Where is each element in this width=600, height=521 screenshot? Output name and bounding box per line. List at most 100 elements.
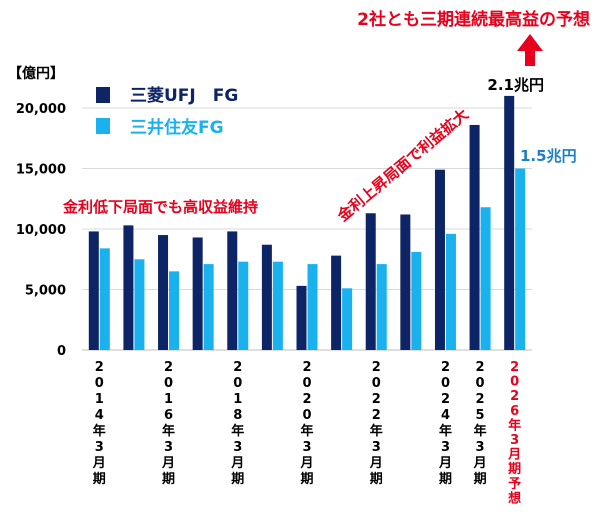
x-tick-label: 4 bbox=[441, 408, 450, 423]
x-tick-label: 0 bbox=[302, 376, 311, 391]
x-tick-label: 4 bbox=[95, 408, 104, 423]
y-tick-label: 5,000 bbox=[25, 284, 66, 299]
bar-smfg bbox=[134, 259, 145, 350]
x-tick-label: 期 bbox=[439, 472, 452, 487]
x-tick-label: 月 bbox=[230, 456, 244, 471]
smfg-value-label: 1.5兆円 bbox=[520, 147, 577, 165]
x-tick-label: 期 bbox=[93, 472, 106, 487]
bar-mufg bbox=[365, 213, 376, 350]
x-tick-label: 2 bbox=[476, 360, 485, 375]
bar-smfg bbox=[307, 264, 318, 350]
x-tick-label: 月 bbox=[507, 448, 521, 463]
bar-mufg bbox=[331, 255, 342, 350]
bar-mufg bbox=[400, 214, 411, 350]
x-tick-label: 2 bbox=[476, 392, 485, 407]
x-tick-label: 期 bbox=[508, 462, 521, 477]
y-axis-ticks: 0 5,000 10,000 15,000 20,000 bbox=[16, 102, 66, 359]
x-tick-label: 0 bbox=[302, 408, 311, 423]
x-tick-label: 年 bbox=[439, 423, 452, 439]
bar-mufg bbox=[227, 231, 238, 350]
x-tick-label: 年 bbox=[93, 423, 106, 439]
bar-mufg bbox=[469, 124, 480, 350]
x-tick-label: 0 bbox=[164, 376, 173, 391]
x-tick-label: 3 bbox=[95, 440, 104, 455]
bar-smfg bbox=[445, 233, 456, 350]
bar-mufg bbox=[192, 237, 203, 350]
y-tick-label: 10,000 bbox=[16, 223, 66, 238]
x-tick-label: 年 bbox=[474, 423, 487, 439]
x-tick-label: 期 bbox=[300, 472, 313, 487]
legend-label-mufg: 三菱UFJ FG bbox=[130, 86, 238, 106]
x-tick-label: 3 bbox=[372, 440, 381, 455]
bar-mufg bbox=[296, 285, 307, 350]
x-tick-label: 月 bbox=[92, 456, 106, 471]
up-arrow-icon bbox=[517, 34, 543, 66]
x-tick-label: 1 bbox=[233, 392, 242, 407]
bar-mufg bbox=[434, 169, 445, 350]
x-tick-label: 1 bbox=[95, 392, 104, 407]
bar-smfg bbox=[376, 264, 387, 350]
left-note: 金利低下局面でも高収益維持 bbox=[62, 198, 258, 216]
legend-swatch-mufg bbox=[96, 87, 110, 103]
bar-smfg bbox=[342, 288, 353, 350]
x-tick-label: 期 bbox=[370, 472, 383, 487]
x-tick-label: 3 bbox=[510, 433, 519, 448]
x-tick-label: 2 bbox=[233, 360, 242, 375]
x-tick-label: 0 bbox=[510, 375, 519, 390]
x-tick-label: 2 bbox=[372, 408, 381, 423]
bar-smfg bbox=[272, 261, 283, 350]
bar-smfg bbox=[99, 248, 110, 350]
x-tick-label: 0 bbox=[95, 376, 104, 391]
x-tick-label: 年 bbox=[162, 423, 175, 439]
right-note: 金利上昇局面で利益拡大 bbox=[333, 105, 472, 226]
bar-mufg bbox=[504, 95, 515, 351]
y-tick-label: 0 bbox=[57, 344, 66, 359]
x-tick-label: 6 bbox=[510, 404, 519, 419]
x-tick-label: 0 bbox=[372, 376, 381, 391]
x-tick-label: 3 bbox=[302, 440, 311, 455]
x-tick-label: 2 bbox=[95, 360, 104, 375]
x-tick-label: 6 bbox=[164, 408, 173, 423]
y-tick-label: 15,000 bbox=[16, 163, 66, 178]
x-tick-label: 2 bbox=[302, 392, 311, 407]
bar-smfg bbox=[169, 271, 180, 350]
x-tick-label: 年 bbox=[300, 423, 313, 439]
bar-mufg bbox=[261, 244, 272, 350]
x-axis-labels: 2014年3月期2016年3月期2018年3月期2020年3月期2022年3月期… bbox=[92, 360, 521, 506]
bars bbox=[88, 95, 526, 351]
x-tick-label: 期 bbox=[231, 472, 244, 487]
y-tick-label: 20,000 bbox=[16, 102, 66, 117]
x-tick-label: 年 bbox=[508, 417, 521, 433]
x-tick-label: 2 bbox=[164, 360, 173, 375]
bar-smfg bbox=[203, 264, 214, 350]
x-tick-label: 0 bbox=[476, 376, 485, 391]
x-tick-label: 0 bbox=[441, 376, 450, 391]
legend-label-smfg: 三井住友FG bbox=[130, 117, 224, 138]
grid-lines bbox=[82, 107, 532, 351]
x-tick-label: 2 bbox=[510, 360, 519, 375]
x-tick-label: 3 bbox=[476, 440, 485, 455]
bar-mufg bbox=[88, 231, 99, 350]
x-tick-label: 2 bbox=[372, 360, 381, 375]
x-tick-label: 月 bbox=[438, 456, 452, 471]
bar-mufg bbox=[158, 235, 169, 350]
x-tick-label: 月 bbox=[473, 456, 487, 471]
bar-smfg bbox=[238, 261, 249, 350]
bar-mufg bbox=[123, 225, 134, 350]
x-tick-label: 0 bbox=[233, 376, 242, 391]
x-tick-label: 5 bbox=[476, 408, 485, 423]
x-tick-label: 2 bbox=[510, 389, 519, 404]
x-tick-label: 年 bbox=[370, 423, 383, 439]
x-tick-label: 3 bbox=[164, 440, 173, 455]
bar-smfg bbox=[411, 251, 422, 350]
legend-swatch-smfg bbox=[96, 118, 110, 134]
unit-label: 【億円】 bbox=[8, 65, 64, 82]
bar-smfg bbox=[515, 168, 526, 350]
x-tick-label: 期 bbox=[474, 472, 487, 487]
x-tick-label: 2 bbox=[372, 392, 381, 407]
x-tick-label: 2 bbox=[441, 360, 450, 375]
legend: 三菱UFJ FG 三井住友FG bbox=[96, 86, 238, 138]
x-tick-label: 3 bbox=[441, 440, 450, 455]
mufg-value-label: 2.1兆円 bbox=[487, 76, 544, 94]
x-tick-label: 月 bbox=[369, 456, 383, 471]
